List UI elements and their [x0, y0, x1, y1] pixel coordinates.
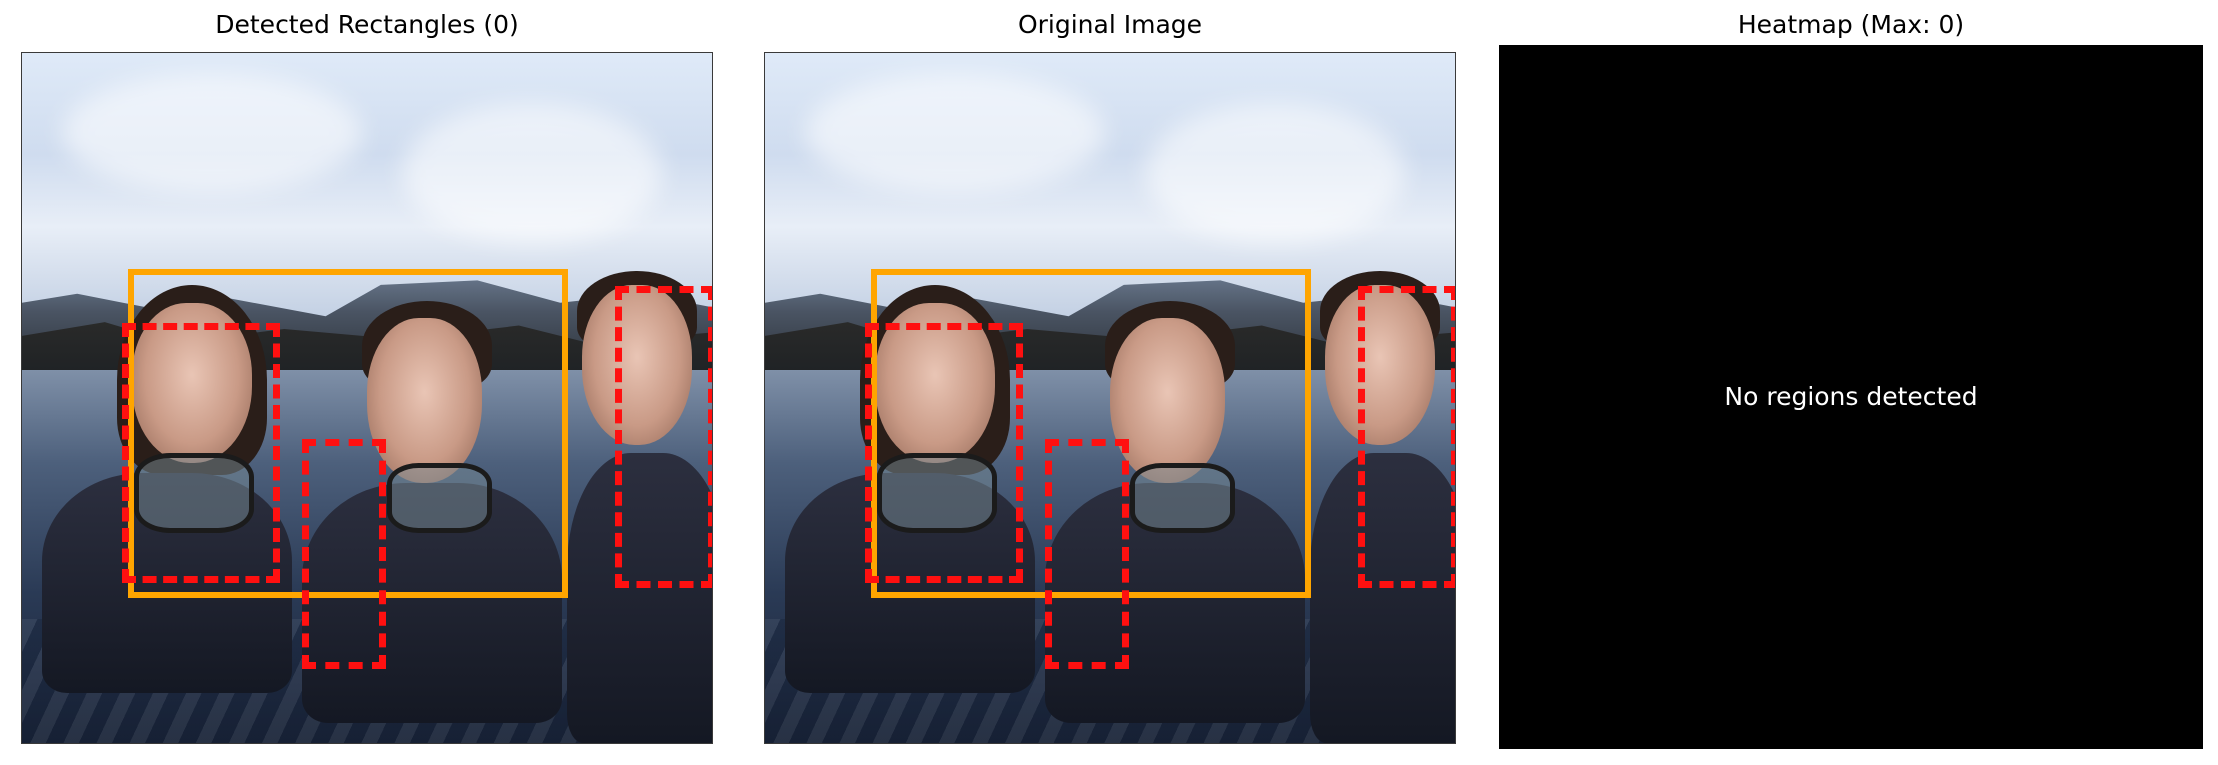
ground-truth-box-3 [1358, 286, 1455, 588]
ground-truth-box-3 [615, 286, 712, 588]
no-regions-message: No regions detected [1724, 382, 1978, 411]
ground-truth-box-2 [1045, 439, 1129, 669]
photo-scene [22, 53, 712, 743]
original-image-panel [764, 52, 1456, 744]
ground-truth-box-2 [302, 439, 386, 669]
ground-truth-box-1 [122, 323, 280, 583]
photo-scene [765, 53, 1455, 743]
detected-image-panel [21, 52, 713, 744]
detection-box [871, 269, 1311, 598]
ground-truth-box-1 [865, 323, 1023, 583]
panel-title-detected: Detected Rectangles (0) [215, 10, 519, 39]
panel-title-heatmap: Heatmap (Max: 0) [1737, 10, 1965, 39]
detection-box [128, 269, 568, 598]
panel-title-original: Original Image [1017, 10, 1203, 39]
heatmap-panel: No regions detected [1499, 45, 2203, 749]
